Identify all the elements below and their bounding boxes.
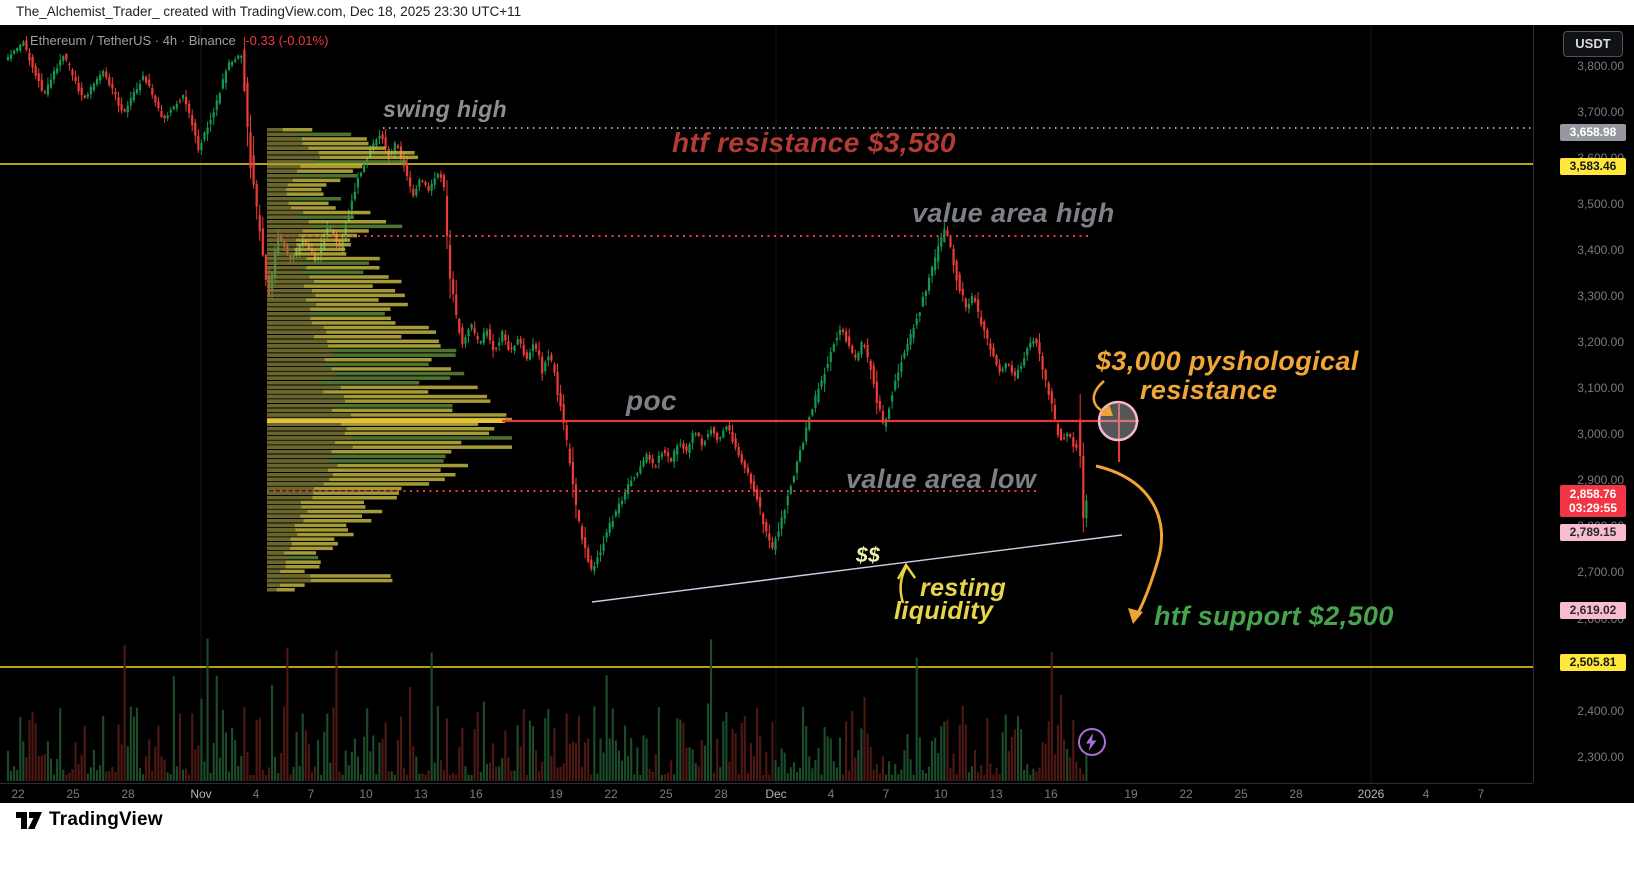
time-tick: 28 bbox=[1289, 787, 1303, 801]
legend-change: -0.33 (-0.01%) bbox=[245, 33, 329, 48]
orange-pointer-arrow bbox=[1092, 380, 1108, 415]
yellow-up-arrowhead bbox=[896, 562, 917, 580]
time-tick: 22 bbox=[11, 787, 25, 801]
time-tick: 7 bbox=[1477, 787, 1485, 801]
value-area-low-label: value area low bbox=[846, 464, 1037, 494]
price-axis[interactable]: USDT 3,800.003,700.003,600.003,500.003,4… bbox=[1533, 25, 1634, 783]
price-mark-pink: 2,619.02 bbox=[1560, 602, 1626, 620]
attribution-text: The_Alchemist_Trader_ created with Tradi… bbox=[16, 4, 522, 19]
orange-swoosh-arrowhead bbox=[1128, 608, 1143, 624]
price-tick: 3,100.00 bbox=[1577, 381, 1624, 396]
psych-resistance-label-line2: resistance bbox=[1140, 375, 1278, 405]
price-tick: 3,200.00 bbox=[1577, 335, 1624, 350]
time-tick: 22 bbox=[604, 787, 618, 801]
tradingview-logo-icon bbox=[16, 812, 42, 829]
chart-area[interactable]: Ethereum / TetherUS · 4h · Binance -0.33… bbox=[0, 25, 1634, 803]
price-tick: 2,400.00 bbox=[1577, 703, 1624, 718]
lightning-button[interactable] bbox=[1078, 728, 1106, 756]
orange-pointer-arrowhead bbox=[1100, 404, 1113, 416]
poc-label: poc bbox=[626, 385, 677, 416]
price-mark-red: 2,858.76 03:29:55 bbox=[1560, 485, 1626, 518]
price-tick: 2,700.00 bbox=[1577, 565, 1624, 580]
time-tick: 28 bbox=[121, 787, 135, 801]
currency-button[interactable]: USDT bbox=[1563, 31, 1623, 57]
legend-symbol: Ethereum / TetherUS · 4h · Binance bbox=[30, 33, 236, 48]
time-tick: 19 bbox=[1124, 787, 1138, 801]
price-tick: 3,300.00 bbox=[1577, 289, 1624, 304]
poc-row bbox=[267, 418, 505, 423]
price-tick: 2,900.00 bbox=[1577, 473, 1624, 488]
price-chart-canvas bbox=[0, 26, 1533, 783]
time-tick: 4 bbox=[1422, 787, 1430, 801]
value-area-high-label: value area high bbox=[912, 198, 1115, 228]
orange-swoosh-arrow bbox=[1095, 464, 1163, 616]
time-tick: Nov bbox=[190, 787, 212, 801]
attribution-bar: The_Alchemist_Trader_ created with Tradi… bbox=[0, 0, 1634, 25]
time-tick: 13 bbox=[414, 787, 428, 801]
liquidity-trendline bbox=[591, 534, 1123, 603]
symbol-legend[interactable]: Ethereum / TetherUS · 4h · Binance -0.33… bbox=[30, 33, 328, 48]
htf-support-label: htf support $2,500 bbox=[1154, 601, 1394, 631]
horizontal-levels bbox=[0, 163, 1533, 668]
resting-label: resting bbox=[920, 574, 1007, 602]
brand-text: TradingView bbox=[49, 809, 163, 830]
time-tick: 25 bbox=[659, 787, 673, 801]
time-tick: 22 bbox=[1179, 787, 1193, 801]
time-axis[interactable]: 22 25 28 Nov 4 7 10 13 16 19 22 25 28 Dec 4 7 10 13 16 19 22… bbox=[0, 783, 1533, 803]
time-tick: 19 bbox=[549, 787, 563, 801]
swing-high-label: swing high bbox=[383, 96, 508, 122]
price-mark-gray: 3,658.98 bbox=[1560, 123, 1626, 141]
time-tick: 7 bbox=[307, 787, 315, 801]
price-tick: 3,400.00 bbox=[1577, 243, 1624, 258]
price-tick: 3,700.00 bbox=[1577, 105, 1624, 120]
time-tick: 4 bbox=[827, 787, 835, 801]
dollars-label: $$ bbox=[856, 544, 881, 567]
psych-resistance-label-line1: $3,000 pyshological bbox=[1096, 346, 1359, 376]
liquidity-label: liquidity bbox=[894, 597, 994, 625]
time-tick: 16 bbox=[469, 787, 483, 801]
lightning-icon bbox=[1086, 733, 1097, 751]
time-tick: 10 bbox=[934, 787, 948, 801]
price-tick: 3,000.00 bbox=[1577, 427, 1624, 442]
time-tick: 16 bbox=[1044, 787, 1058, 801]
time-tick: 25 bbox=[66, 787, 80, 801]
price-mark-yellow: 3,583.46 bbox=[1560, 158, 1626, 176]
time-tick: Dec bbox=[765, 787, 787, 801]
price-mark-yellow: 2,505.81 bbox=[1560, 654, 1626, 672]
time-tick: 7 bbox=[882, 787, 890, 801]
tradingview-logo[interactable]: TradingView bbox=[16, 809, 163, 831]
psych-resistance-circle bbox=[1097, 400, 1139, 442]
price-mark-pink: 2,789.15 bbox=[1560, 523, 1626, 541]
price-tick: 3,500.00 bbox=[1577, 197, 1624, 212]
htf-resistance-label: htf resistance $3,580 bbox=[672, 127, 956, 158]
price-tick: 2,300.00 bbox=[1577, 749, 1624, 764]
time-tick: 4 bbox=[252, 787, 260, 801]
footer: TradingView bbox=[0, 803, 1634, 873]
time-tick: 25 bbox=[1234, 787, 1248, 801]
time-tick: 13 bbox=[989, 787, 1003, 801]
time-tick: 2026 bbox=[1357, 787, 1385, 801]
volume-profile bbox=[267, 128, 512, 592]
price-tick: 3,800.00 bbox=[1577, 59, 1624, 74]
time-tick: 28 bbox=[714, 787, 728, 801]
volume-histogram bbox=[6, 638, 1088, 781]
drawings-layer bbox=[267, 127, 1533, 624]
time-tick: 10 bbox=[359, 787, 373, 801]
